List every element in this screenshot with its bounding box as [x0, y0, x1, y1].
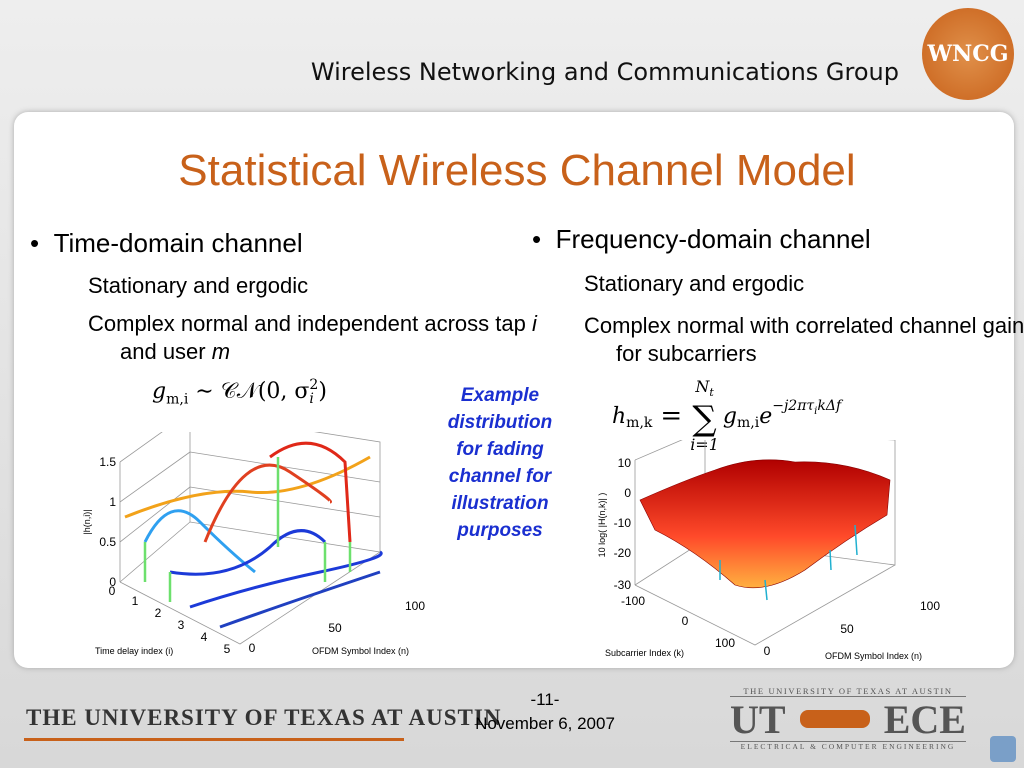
- sym: m,k: [626, 415, 653, 432]
- x-axis-label: Subcarrier Index (k): [605, 648, 684, 658]
- sym: ∼ 𝒞𝒩(0, σ: [195, 379, 310, 404]
- y-tick-label: 0: [249, 641, 256, 655]
- sym: ): [318, 379, 327, 404]
- x-tick-label: 0: [682, 614, 689, 628]
- z-axis-label: |h(n,i)|: [82, 509, 92, 534]
- formula: gm,i ∼ 𝒞𝒩(0, σ 2 i): [152, 378, 327, 407]
- x-tick-label: 1: [132, 594, 139, 608]
- fades: [719, 524, 858, 601]
- text: m: [211, 339, 231, 364]
- curves: [124, 441, 383, 629]
- x-tick-label: 2: [155, 606, 162, 620]
- logo-ece: ECE: [883, 696, 966, 742]
- x-tick-label: 4: [201, 630, 208, 644]
- x-tick-label: 5: [224, 642, 231, 656]
- z-tick-label: -10: [614, 516, 632, 530]
- ut-ece-logo: THE UNIVERSITY OF TEXAS AT AUSTIN UT ECE…: [730, 686, 966, 752]
- wncg-logo: WNCG: [922, 8, 1014, 100]
- z-tick-label: 0.5: [99, 535, 116, 549]
- x-tick-label: 0: [109, 584, 116, 598]
- x-tick-label: 100: [715, 636, 735, 650]
- sym: 2: [309, 377, 319, 393]
- x-tick-label: -100: [621, 594, 645, 608]
- stems: [143, 457, 352, 602]
- sym: N: [695, 377, 710, 396]
- sym: m,i: [736, 415, 760, 432]
- slide-title: Statistical Wireless Channel Model: [178, 146, 856, 195]
- content-panel: [14, 112, 1014, 668]
- sym: g: [722, 403, 737, 429]
- sub-item: Complex normal and independent across ta…: [88, 310, 560, 366]
- footer-page: -11- November 6, 2007: [440, 688, 650, 736]
- y-tick-label: 100: [405, 599, 425, 613]
- sym: −j2πτ: [772, 397, 815, 414]
- text: and user: [120, 339, 212, 364]
- sym: ∑: [692, 399, 717, 440]
- sym: i=1: [690, 435, 719, 455]
- sym: g: [152, 379, 167, 404]
- text: i: [531, 311, 537, 336]
- text: Complex normal and independent across ta…: [88, 311, 532, 336]
- caption: Example distribution for fading channel …: [447, 385, 553, 541]
- date: November 6, 2007: [475, 714, 615, 733]
- x-tick-label: 3: [178, 618, 185, 632]
- y-tick-label: 100: [920, 599, 940, 613]
- z-tick-label: 0: [624, 486, 631, 500]
- surface: [639, 459, 891, 589]
- y-axis-label: OFDM Symbol Index (n): [312, 646, 409, 656]
- logo-top: THE UNIVERSITY OF TEXAS AT AUSTIN: [743, 686, 953, 696]
- y-axis-label: OFDM Symbol Index (n): [825, 651, 922, 661]
- z-tick-label: 10: [618, 456, 632, 470]
- sub-item: Stationary and ergodic: [88, 273, 309, 298]
- sym: e: [759, 403, 773, 429]
- sym: i: [814, 405, 818, 417]
- bullet: • Time-domain channel: [30, 228, 303, 258]
- bullet-text: Frequency-domain channel: [555, 224, 871, 254]
- sym: m,i: [166, 391, 189, 408]
- z-tick-label: 1.5: [99, 455, 116, 469]
- formula: h m,k = Nt ∑ i=1 g m,i e −j2πτikΔf: [612, 378, 841, 454]
- longhorn: [799, 710, 870, 728]
- logo-bottom: ELECTRICAL & COMPUTER ENGINEERING: [740, 742, 956, 751]
- page-number: -11-: [530, 690, 560, 709]
- z-tick-label: 1: [109, 495, 116, 509]
- sub-item: Stationary and ergodic: [584, 271, 805, 296]
- footer-rule: [24, 738, 404, 741]
- nav-icon[interactable]: [990, 736, 1016, 762]
- sym: kΔf: [817, 397, 842, 414]
- sym: h: [612, 403, 627, 429]
- sub-item: Complex normal with correlated channel g…: [584, 313, 1024, 366]
- footer-university: THE UNIVERSITY OF TEXAS AT AUSTIN: [26, 705, 502, 730]
- sym: =: [660, 401, 683, 432]
- sym: t: [709, 386, 714, 400]
- y-tick-label: 50: [840, 622, 854, 636]
- header-org: Wireless Networking and Communications G…: [310, 58, 899, 86]
- z-tick-label: 0: [109, 575, 116, 589]
- logo-ut: UT: [730, 696, 786, 742]
- bullet-text: Time-domain channel: [53, 228, 303, 258]
- z-axis-label: 10 log( |H(n,k)| ): [597, 493, 607, 558]
- bullet: • Frequency-domain channel: [532, 224, 871, 254]
- y-tick-label: 50: [328, 621, 342, 635]
- x-axis-label: Time delay index (i): [95, 646, 173, 656]
- z-tick-label: -20: [614, 546, 632, 560]
- logo-text: WNCG: [927, 41, 1009, 67]
- z-tick-label: -30: [614, 578, 632, 592]
- y-tick-label: 0: [764, 644, 771, 658]
- sym: i: [309, 391, 314, 407]
